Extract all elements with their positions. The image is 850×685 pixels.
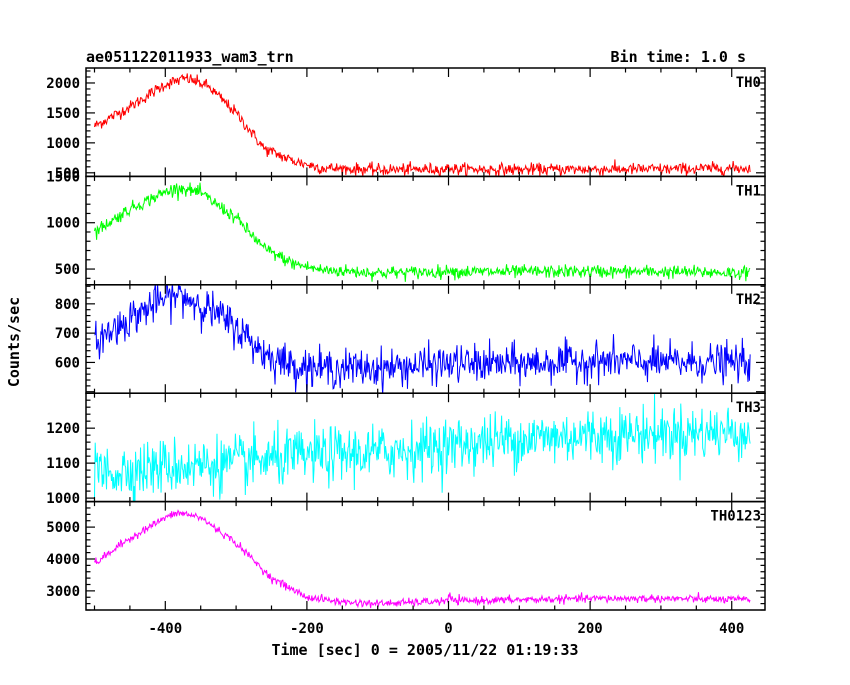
y-tick-label: 4000 (46, 552, 80, 568)
y-tick-label: 600 (55, 355, 80, 371)
series-line-th3 (94, 393, 751, 502)
y-tick-label: 1000 (46, 491, 80, 507)
series-line-th0 (94, 73, 751, 177)
y-tick-label: 3000 (46, 584, 80, 600)
panel-th3: 1000 1100 1200 TH3 (46, 392, 766, 507)
y-tick-label: 1100 (46, 456, 80, 472)
panel-th1: 500 1000 1500 TH1 (46, 169, 766, 286)
panel-label: TH2 (736, 292, 761, 308)
y-tick-label: 1000 (46, 136, 80, 152)
panel-label: TH0 (736, 75, 761, 91)
y-tick-label: 700 (55, 326, 80, 342)
panel-th0123: 3000 4000 5000 TH0123 (46, 500, 766, 611)
y-tick-label: 1500 (46, 106, 80, 122)
x-tick-label: -400 (148, 621, 182, 637)
x-axis-label: Time [sec] 0 = 2005/11/22 01:19:33 (271, 641, 578, 659)
panel-frame (85, 175, 766, 286)
x-tick-label: 200 (577, 621, 602, 637)
series-line-th1 (94, 182, 751, 282)
panel-frame (85, 500, 766, 611)
panel-frame (85, 67, 766, 178)
y-tick-label: 2000 (46, 76, 80, 92)
series-line-th0123 (94, 509, 751, 609)
y-tick-label: 1000 (46, 216, 80, 232)
panel-label: TH1 (736, 183, 761, 199)
series-line-th2 (94, 284, 751, 394)
y-tick-label: 500 (55, 166, 80, 182)
y-tick-label: 1200 (46, 421, 80, 437)
panel-label: TH3 (736, 400, 761, 416)
x-tick-label: -200 (290, 621, 324, 637)
y-tick-label: 800 (55, 297, 80, 313)
y-tick-label: 5000 (46, 520, 80, 536)
bin-time-label: Bin time: 1.0 s (611, 48, 746, 66)
panel-th0: 500 1000 1500 2000 TH0 (46, 67, 766, 182)
panel-label: TH0123 (710, 509, 761, 525)
y-axis-label: Counts/sec (5, 297, 23, 387)
x-tick-label: 0 (444, 621, 452, 637)
chart-title: ae051122011933_wam3_trn (86, 48, 294, 66)
x-tick-label: 400 (719, 621, 744, 637)
panel-th2: 600 700 800 TH2 (55, 284, 766, 394)
y-tick-label: 1500 (46, 169, 80, 185)
y-tick-label: 500 (55, 262, 80, 278)
